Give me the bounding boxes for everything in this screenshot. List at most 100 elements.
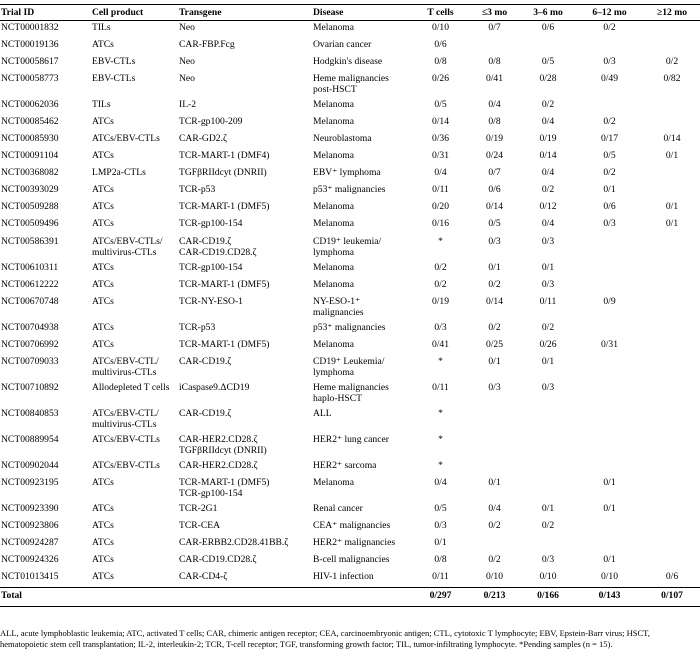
cell-line: 0/3 <box>541 381 555 393</box>
table-cell: 0/20 <box>412 200 468 217</box>
cell-line: ATCs <box>92 150 114 162</box>
cell-line: 0/5 <box>434 98 447 110</box>
table-row: NCT00368082 LMP2a-CTLs TGFβRIIdcyt (DNRII)… <box>0 166 700 183</box>
table-cell <box>520 459 575 476</box>
cell-line: 0/1 <box>488 355 501 367</box>
cell-line: 0/5 <box>488 218 501 230</box>
table-cell: Neuroblastoma <box>312 132 412 149</box>
table-row: NCT00709033 ATCs/EBV-CTL/multivirus-CTLs C… <box>0 355 700 381</box>
cell-line: 0/3 <box>541 278 555 290</box>
table-row: NCT00923195 ATCs TCR-MART-1 (DMF5) TCR-gp10… <box>0 476 700 502</box>
cell-line: 0/7 <box>488 22 501 33</box>
cell-line: NCT00924287 <box>1 537 59 549</box>
table-cell <box>643 183 700 200</box>
trial-id-cell: NCT00612222 <box>0 278 91 295</box>
table-cell: 0/2 <box>468 553 520 570</box>
cell-line: NCT00058773 <box>1 72 59 84</box>
cell-line: NCT00889954 <box>1 433 59 445</box>
table-cell: 0/3 <box>468 235 520 261</box>
table-cell: 0/1 <box>575 476 643 502</box>
cell-line: NCT00393029 <box>1 184 59 196</box>
cell-line: NCT00368082 <box>1 167 59 179</box>
table-row: NCT00710892 Allodepleted T cells iCaspase9… <box>0 381 700 407</box>
cell-line: 0/2 <box>434 261 447 273</box>
cell-line: 0/5 <box>434 503 447 514</box>
cell-line: TCR-gp100-154 <box>179 218 243 230</box>
table-cell <box>575 235 643 261</box>
table-cell: 0/6 <box>575 200 643 217</box>
table-cell: EBV-CTLs <box>91 72 178 98</box>
cell-line: TCR-gp100-154 <box>179 488 243 499</box>
table-cell <box>643 278 700 295</box>
table-cell: EBV⁺ lymphoma <box>312 166 412 183</box>
cell-line: ATCs <box>92 503 114 514</box>
table-cell: 0/4 <box>468 502 520 519</box>
cell-line: post-HSCT <box>313 83 357 95</box>
cell-line: 0/2 <box>541 321 555 333</box>
cell-line: CD19⁺ leukemia/ <box>313 235 382 247</box>
table-cell: HER2⁺ sarcoma <box>312 459 412 476</box>
table-cell: 0/3 <box>412 321 468 338</box>
total-cell <box>312 586 412 607</box>
table-cell <box>575 407 643 433</box>
cell-line: NCT00923390 <box>1 503 59 514</box>
table-cell <box>520 433 575 459</box>
table-row: NCT00840853 ATCs/EBV-CTL/multivirus-CTLs C… <box>0 407 700 433</box>
cell-line: NCT00670748 <box>1 295 59 307</box>
table-cell <box>468 433 520 459</box>
cell-line: NCT00923806 <box>1 520 59 532</box>
cell-line: 0/1 <box>541 261 555 273</box>
table-cell: Neo <box>178 55 312 72</box>
table-cell <box>643 235 700 261</box>
cell-line: multivirus-CTLs <box>92 418 157 430</box>
table-cell: Melanoma <box>312 98 412 115</box>
table-header-row: Trial ID Cell product Transgene Disease … <box>0 4 700 21</box>
table-cell: p53⁺ malignancies <box>312 321 412 338</box>
table-cell: 0/14 <box>643 132 700 149</box>
cell-line: TCR-MART-1 (DMF4) <box>179 150 270 162</box>
cell-line: 0/41 <box>485 72 504 84</box>
table-row: NCT00058773 EBV-CTLs Neo Heme malignancies p… <box>0 72 700 98</box>
cell-line: NCT01013415 <box>1 571 59 583</box>
table-row: NCT00062036 TILs IL-2 Melanoma 0/5 0/4 0/2 <box>0 98 700 115</box>
cell-line: CAR-FBP.Fcg <box>179 38 235 50</box>
trial-id-cell: NCT00709033 <box>0 355 91 381</box>
table-cell: ATCs <box>91 278 178 295</box>
cell-line: 0/1 <box>488 261 501 273</box>
table-cell: 0/14 <box>520 149 575 166</box>
cell-line: 0/8 <box>488 115 501 127</box>
cell-line: CAR-CD19.ζ <box>179 355 232 367</box>
cell-line: 0/3 <box>541 235 555 247</box>
table-cell <box>575 38 643 55</box>
table-cell: ATCs <box>91 553 178 570</box>
table-cell: CAR-FBP.Fcg <box>178 38 312 55</box>
table-cell: Melanoma <box>312 476 412 502</box>
trial-id-cell: NCT00368082 <box>0 166 91 183</box>
table-cell: 0/5 <box>520 55 575 72</box>
cell-line: 0/3 <box>434 321 447 333</box>
cell-line: NY-ESO-1⁺ <box>313 295 361 307</box>
cell-line: ATCs <box>92 321 114 333</box>
cell-line: HER2⁺ malignancies <box>313 537 396 549</box>
table-cell: ATCs <box>91 295 178 321</box>
cell-line: 0/9 <box>603 295 616 307</box>
table-cell: 0/1 <box>468 476 520 502</box>
table-cell: 0/24 <box>468 149 520 166</box>
table-cell: TCR-MART-1 (DMF5) <box>178 278 312 295</box>
table-cell: HER2⁺ malignancies <box>312 536 412 553</box>
cell-line: NCT00586391 <box>1 235 59 247</box>
cell-line: Melanoma <box>313 477 355 488</box>
cell-line: * <box>438 235 443 247</box>
table-cell <box>643 98 700 115</box>
table-cell <box>575 536 643 553</box>
table-cell: 0/6 <box>643 570 700 587</box>
table-cell <box>643 502 700 519</box>
cell-line: lymphoma <box>313 366 355 378</box>
table-row: NCT00085930 ATCs/EBV-CTLs CAR-GD2.ζ Neurobl… <box>0 132 700 149</box>
table-cell: LMP2a-CTLs <box>91 166 178 183</box>
cell-line: 0/8 <box>434 55 447 67</box>
table-cell: 0/28 <box>520 72 575 98</box>
cell-line: NCT00610311 <box>1 261 59 273</box>
cell-line: 0/1 <box>603 477 616 488</box>
